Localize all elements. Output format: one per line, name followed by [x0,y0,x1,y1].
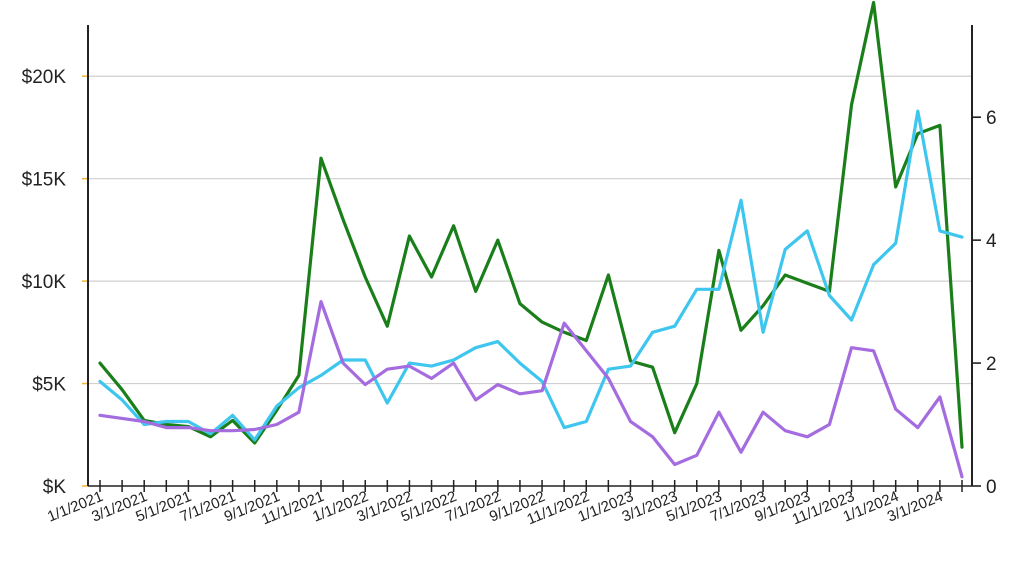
y-left-tick-label: $K [43,477,67,498]
tick-labels: $K$5K$10K$15K$20K02461/1/20213/1/20215/1… [22,67,997,528]
y-right-tick-label: 4 [986,231,997,252]
series-line-1 [98,0,964,449]
y-left-tick-label: $20K [22,67,67,88]
axes [82,25,981,492]
y-right-tick-label: 0 [986,477,997,498]
y-left-tick-label: $5K [32,375,66,396]
series-line-3 [98,300,964,479]
gridlines [88,75,972,385]
y-left-tick-label: $10K [22,272,67,293]
y-right-tick-label: 6 [986,108,997,129]
series-line-2 [98,109,964,442]
series-lines [98,0,964,479]
y-left-tick-label: $15K [22,170,67,191]
y-right-tick-label: 2 [986,354,997,375]
